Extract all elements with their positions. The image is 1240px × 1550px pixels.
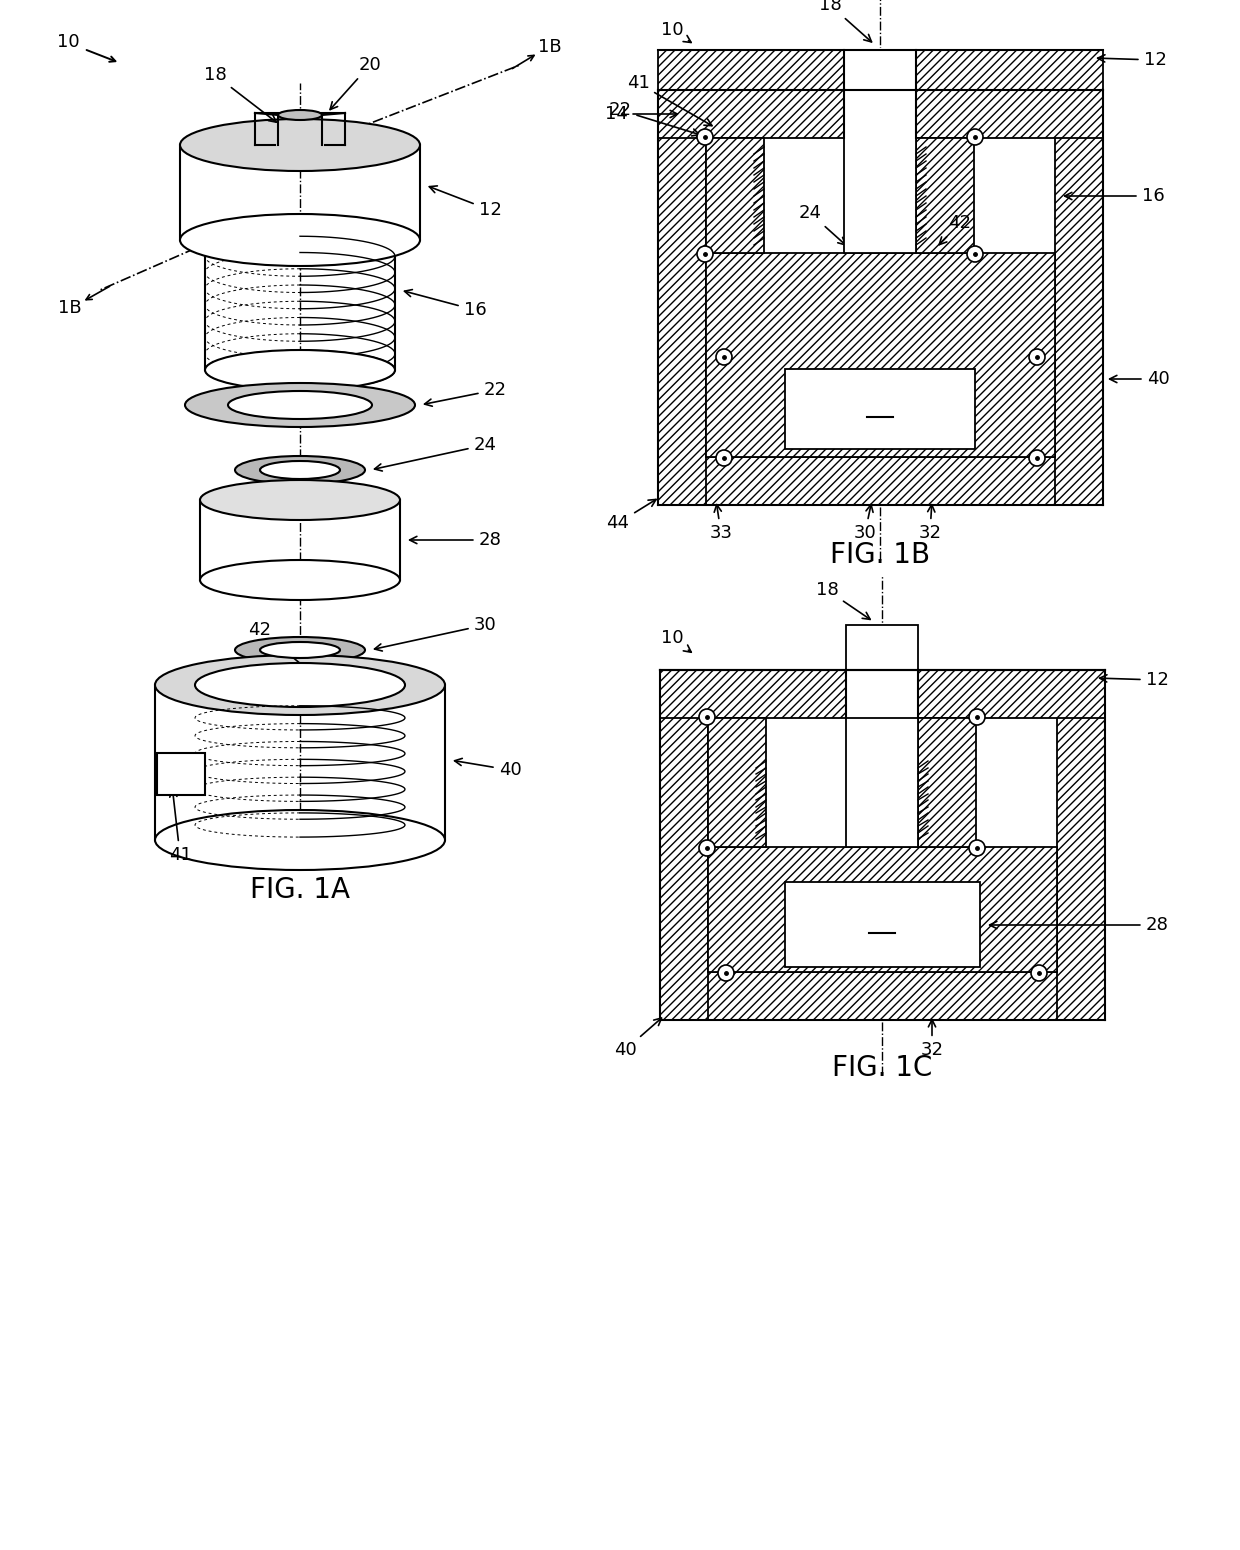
Text: 16: 16 — [1065, 188, 1164, 205]
Bar — [785, 882, 980, 967]
Ellipse shape — [155, 811, 445, 870]
Ellipse shape — [236, 456, 365, 484]
Circle shape — [699, 840, 715, 856]
Text: 18: 18 — [203, 67, 277, 122]
Circle shape — [1029, 449, 1045, 467]
Text: 1B: 1B — [538, 39, 562, 56]
Circle shape — [718, 966, 734, 981]
Bar — [846, 625, 918, 670]
Text: 41: 41 — [626, 74, 712, 126]
Circle shape — [967, 129, 983, 146]
Text: 12: 12 — [1100, 671, 1168, 690]
Text: 40: 40 — [614, 1018, 661, 1059]
Bar — [1055, 90, 1104, 505]
Ellipse shape — [195, 663, 405, 707]
Bar — [918, 718, 976, 846]
Circle shape — [699, 708, 715, 725]
Text: 44: 44 — [606, 499, 656, 532]
Circle shape — [968, 840, 985, 856]
Bar — [706, 253, 1055, 457]
Bar — [708, 846, 1056, 972]
Circle shape — [1030, 966, 1047, 981]
Text: 24: 24 — [374, 436, 496, 471]
Circle shape — [968, 708, 985, 725]
Text: FIG. 1A: FIG. 1A — [250, 876, 350, 904]
Text: 10: 10 — [57, 33, 79, 51]
Text: 20: 20 — [330, 56, 382, 110]
Text: 28: 28 — [869, 911, 895, 932]
Text: 33: 33 — [709, 505, 733, 542]
Text: 32: 32 — [920, 1020, 944, 1059]
Text: 42: 42 — [939, 214, 971, 245]
Bar — [706, 138, 764, 253]
Bar — [846, 668, 918, 719]
Text: 10: 10 — [661, 629, 691, 653]
Text: 30: 30 — [853, 505, 877, 542]
Text: 28: 28 — [990, 916, 1168, 935]
Bar — [660, 670, 708, 1020]
Bar — [660, 670, 1105, 718]
Ellipse shape — [155, 656, 445, 715]
Text: 28: 28 — [867, 395, 893, 415]
Circle shape — [1029, 349, 1045, 364]
Bar — [658, 50, 1104, 90]
Bar — [658, 90, 706, 505]
Text: 42: 42 — [248, 622, 316, 677]
Bar — [658, 457, 1104, 505]
Text: 18: 18 — [818, 0, 872, 42]
Bar — [1056, 670, 1105, 1020]
Bar — [916, 138, 973, 253]
Circle shape — [697, 129, 713, 146]
Text: 40: 40 — [1110, 370, 1169, 388]
Ellipse shape — [228, 391, 372, 419]
Text: 24: 24 — [799, 205, 846, 245]
Bar — [157, 753, 205, 795]
Text: 32: 32 — [919, 505, 941, 542]
Text: 30: 30 — [374, 615, 496, 651]
Ellipse shape — [278, 110, 322, 119]
Bar — [660, 972, 1105, 1020]
Text: 40: 40 — [455, 758, 521, 780]
Circle shape — [697, 246, 713, 262]
Text: 10: 10 — [661, 22, 691, 42]
Text: 1B: 1B — [58, 299, 82, 318]
Bar — [785, 369, 975, 449]
Circle shape — [715, 349, 732, 364]
Bar — [708, 718, 766, 846]
Text: FIG. 1C: FIG. 1C — [832, 1054, 932, 1082]
Text: 22: 22 — [424, 381, 506, 406]
Text: 12: 12 — [1097, 51, 1167, 70]
Text: 12: 12 — [429, 186, 501, 219]
Text: 25: 25 — [878, 205, 901, 251]
Bar — [844, 48, 916, 91]
Ellipse shape — [205, 350, 396, 391]
Ellipse shape — [236, 637, 365, 663]
Ellipse shape — [185, 383, 415, 426]
Text: 28: 28 — [409, 532, 501, 549]
Ellipse shape — [180, 119, 420, 170]
Text: 14: 14 — [605, 105, 677, 122]
Text: 22: 22 — [609, 101, 699, 136]
Circle shape — [967, 246, 983, 262]
Ellipse shape — [260, 460, 340, 479]
Bar — [658, 90, 1104, 138]
Bar — [844, 90, 916, 253]
Ellipse shape — [200, 560, 401, 600]
Bar — [844, 88, 916, 140]
Ellipse shape — [200, 480, 401, 519]
Bar — [846, 718, 918, 846]
Text: 41: 41 — [169, 789, 191, 863]
Ellipse shape — [180, 214, 420, 267]
Text: 18: 18 — [816, 581, 870, 620]
Text: 16: 16 — [404, 290, 486, 319]
Circle shape — [715, 449, 732, 467]
Text: FIG. 1B: FIG. 1B — [830, 541, 930, 569]
Ellipse shape — [260, 642, 340, 659]
